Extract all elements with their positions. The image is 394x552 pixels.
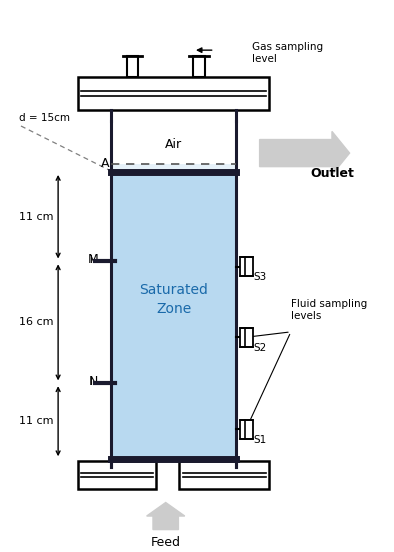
- Text: A: A: [100, 157, 109, 171]
- Text: Feed: Feed: [151, 536, 181, 549]
- Text: S1: S1: [254, 435, 267, 445]
- Bar: [111, 120, 236, 164]
- Bar: [78, 77, 269, 110]
- Bar: [179, 461, 269, 489]
- Text: S2: S2: [254, 343, 267, 353]
- Bar: [126, 56, 138, 77]
- Text: N: N: [89, 375, 98, 388]
- Text: 11 cm: 11 cm: [19, 212, 54, 222]
- Text: d = 15cm: d = 15cm: [19, 113, 70, 123]
- Text: Gas sampling
level: Gas sampling level: [252, 42, 323, 63]
- Text: I: I: [91, 255, 93, 265]
- Bar: [111, 164, 236, 172]
- Text: I: I: [91, 376, 93, 387]
- Bar: [240, 257, 253, 277]
- Text: Fluid sampling
levels: Fluid sampling levels: [291, 299, 367, 321]
- Text: Air: Air: [165, 139, 182, 151]
- Bar: [240, 420, 253, 439]
- Bar: [193, 56, 205, 77]
- Bar: [111, 172, 236, 459]
- Bar: [240, 328, 253, 347]
- Text: M: M: [87, 253, 98, 266]
- FancyArrow shape: [147, 502, 185, 529]
- Text: S3: S3: [254, 272, 267, 282]
- Bar: [78, 461, 156, 489]
- Text: 11 cm: 11 cm: [19, 416, 54, 426]
- Text: Outlet: Outlet: [310, 167, 354, 180]
- Text: B: B: [100, 461, 109, 474]
- Text: Saturated
Zone: Saturated Zone: [139, 283, 208, 316]
- Text: 16 cm: 16 cm: [19, 317, 54, 327]
- FancyArrow shape: [260, 131, 349, 175]
